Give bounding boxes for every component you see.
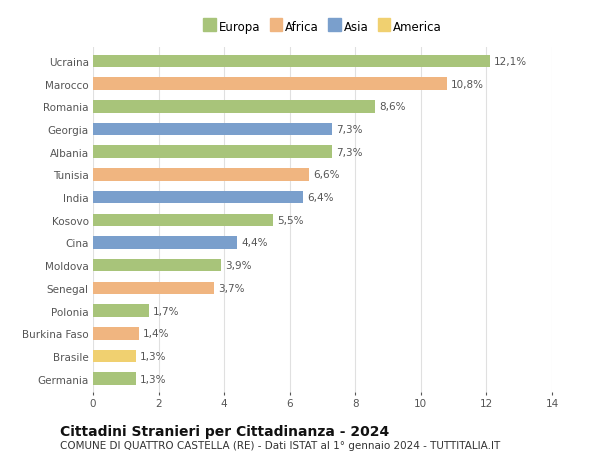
Text: 5,5%: 5,5%: [277, 215, 304, 225]
Text: 3,9%: 3,9%: [225, 261, 251, 271]
Bar: [93, 350, 136, 363]
Text: 1,4%: 1,4%: [143, 329, 169, 339]
Bar: [93, 327, 139, 340]
Text: 7,3%: 7,3%: [336, 125, 363, 135]
Text: 8,6%: 8,6%: [379, 102, 406, 112]
Bar: [93, 282, 214, 295]
Text: 1,3%: 1,3%: [140, 351, 166, 361]
Bar: [93, 214, 274, 227]
Bar: [93, 237, 237, 249]
Text: 6,4%: 6,4%: [307, 193, 333, 203]
Legend: Europa, Africa, Asia, America: Europa, Africa, Asia, America: [199, 16, 446, 39]
Bar: [93, 169, 310, 181]
Text: Cittadini Stranieri per Cittadinanza - 2024: Cittadini Stranieri per Cittadinanza - 2…: [60, 425, 389, 438]
Bar: [93, 305, 149, 317]
Bar: [93, 101, 375, 113]
Text: 3,7%: 3,7%: [218, 283, 245, 293]
Text: COMUNE DI QUATTRO CASTELLA (RE) - Dati ISTAT al 1° gennaio 2024 - TUTTITALIA.IT: COMUNE DI QUATTRO CASTELLA (RE) - Dati I…: [60, 440, 500, 450]
Bar: [93, 146, 332, 159]
Text: 6,6%: 6,6%: [313, 170, 340, 180]
Bar: [93, 123, 332, 136]
Text: 4,4%: 4,4%: [241, 238, 268, 248]
Text: 12,1%: 12,1%: [494, 57, 527, 67]
Bar: [93, 78, 447, 91]
Text: 1,3%: 1,3%: [140, 374, 166, 384]
Bar: [93, 191, 303, 204]
Bar: [93, 373, 136, 385]
Bar: [93, 56, 490, 68]
Text: 1,7%: 1,7%: [152, 306, 179, 316]
Text: 10,8%: 10,8%: [451, 79, 484, 90]
Text: 7,3%: 7,3%: [336, 147, 363, 157]
Bar: [93, 259, 221, 272]
